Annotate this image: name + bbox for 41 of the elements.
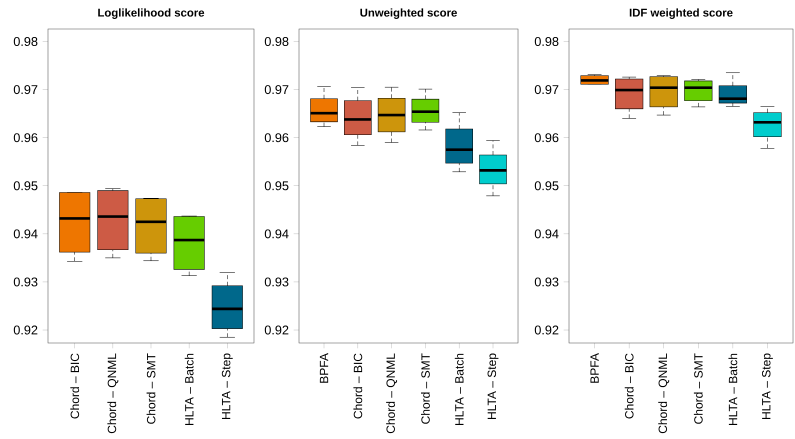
y-tick-label: 0.92 (264, 326, 288, 335)
x-tick-label: Chord – BIC (70, 354, 80, 418)
y-tick-label: 0.98 (14, 37, 38, 46)
y-tick-label: 0.95 (14, 181, 38, 190)
x-tick-label: HLTA – Step (488, 354, 498, 419)
x-tick-label: BPFA (320, 353, 328, 383)
chart-title: IDF weighted score (630, 8, 733, 19)
y-tick-label: 0.93 (534, 277, 558, 286)
y-tick-label: 0.96 (14, 133, 38, 142)
x-tick-label: HLTA – Step (222, 354, 233, 419)
y-tick-label: 0.94 (264, 229, 289, 238)
y-tick-label: 0.95 (534, 181, 558, 190)
chart-title: Loglikelihood score (98, 8, 204, 19)
y-tick-label: 0.93 (264, 277, 288, 286)
y-tick-label: 0.92 (534, 326, 558, 335)
y-tick-label: 0.97 (14, 85, 38, 94)
x-tick-label: HLTA – Batch (184, 354, 194, 425)
x-tick-label: Chord – QNML (386, 353, 398, 434)
y-tick-label: 0.97 (264, 85, 288, 94)
y-tick-label: 0.93 (14, 277, 38, 286)
y-tick-label: 0.96 (264, 133, 288, 142)
x-tick-label: Chord – QNML (107, 353, 118, 434)
y-tick-label: 0.95 (264, 181, 288, 190)
x-tick-label: Chord – SMT (421, 353, 430, 424)
y-tick-label: 0.96 (534, 133, 558, 142)
x-tick-label: Chord – BIC (353, 354, 362, 418)
x-tick-label: Chord – BIC (624, 354, 634, 418)
x-tick-label: Chord – SMT (146, 353, 156, 424)
x-tick-label: HLTA – Step (762, 354, 773, 419)
y-tick-label: 0.97 (534, 85, 558, 94)
y-tick-label: 0.98 (264, 37, 288, 46)
x-tick-label: BPFA (590, 353, 599, 383)
y-tick-label: 0.94 (14, 229, 38, 238)
x-tick-label: HLTA – Batch (454, 354, 464, 425)
x-tick-label: Chord – SMT (694, 353, 703, 424)
chart-title: Unweighted score (360, 8, 457, 19)
x-tick-label: HLTA – Batch (728, 354, 738, 425)
y-tick-label: 0.98 (534, 37, 558, 46)
x-tick-label: Chord – QNML (658, 353, 670, 434)
y-tick-label: 0.92 (14, 326, 38, 335)
y-tick-label: 0.94 (534, 229, 559, 238)
